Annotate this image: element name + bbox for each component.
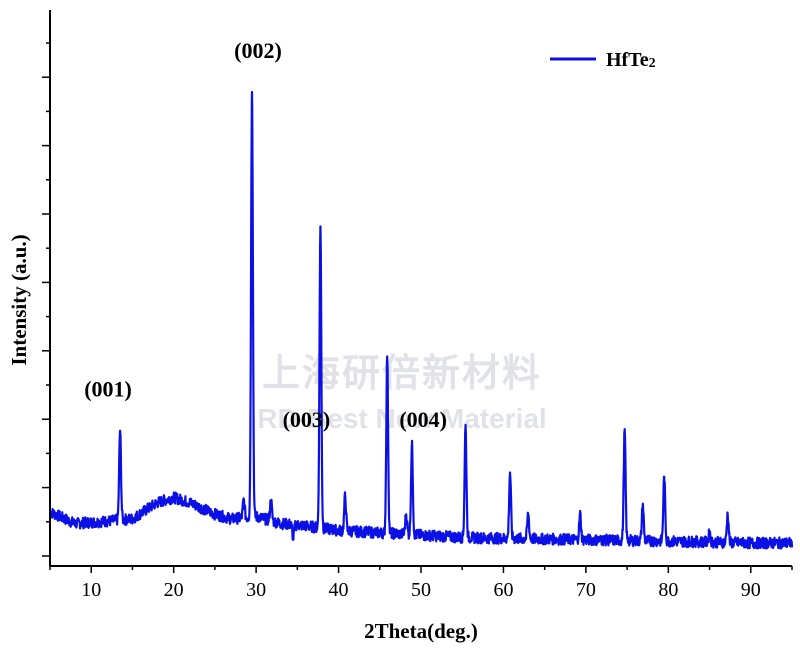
peak-annotations: (001) (002) (003) (004) xyxy=(84,38,447,432)
x-tick-label: 80 xyxy=(658,579,678,601)
legend-label-main: HfTe xyxy=(606,49,649,71)
x-axis-title: 2Theta(deg.) xyxy=(364,619,478,643)
legend-label: HfTe2 xyxy=(606,49,656,71)
x-tick-label: 70 xyxy=(576,579,596,601)
peak-label: (001) xyxy=(84,377,132,402)
series-line-hfte2 xyxy=(49,90,794,550)
x-tick-label: 50 xyxy=(411,579,431,601)
x-tick-label: 90 xyxy=(741,579,761,601)
peak-label: (003) xyxy=(283,407,331,432)
legend: HfTe2 xyxy=(550,49,656,71)
peak-label: (002) xyxy=(234,38,282,63)
x-tick-label: 40 xyxy=(329,579,349,601)
x-tick-label: 10 xyxy=(81,579,101,601)
watermark-line1: 上海研倍新材料 xyxy=(262,351,542,395)
x-tick-label: 60 xyxy=(493,579,513,601)
legend-label-subscript: 2 xyxy=(649,56,656,71)
y-axis-ticks xyxy=(42,42,50,557)
plot-frame xyxy=(49,10,792,567)
watermark-line2: RD-Best New Material xyxy=(257,403,546,434)
watermark: 上海研倍新材料 RD-Best New Material xyxy=(257,351,546,434)
x-tick-label: 20 xyxy=(164,579,184,601)
x-axis-ticks: 10 20 30 40 50 60 70 80 90 xyxy=(49,566,793,601)
x-tick-label: 30 xyxy=(246,579,266,601)
peak-label: (004) xyxy=(399,407,447,432)
y-axis-title: Intensity (a.u.) xyxy=(7,234,31,365)
